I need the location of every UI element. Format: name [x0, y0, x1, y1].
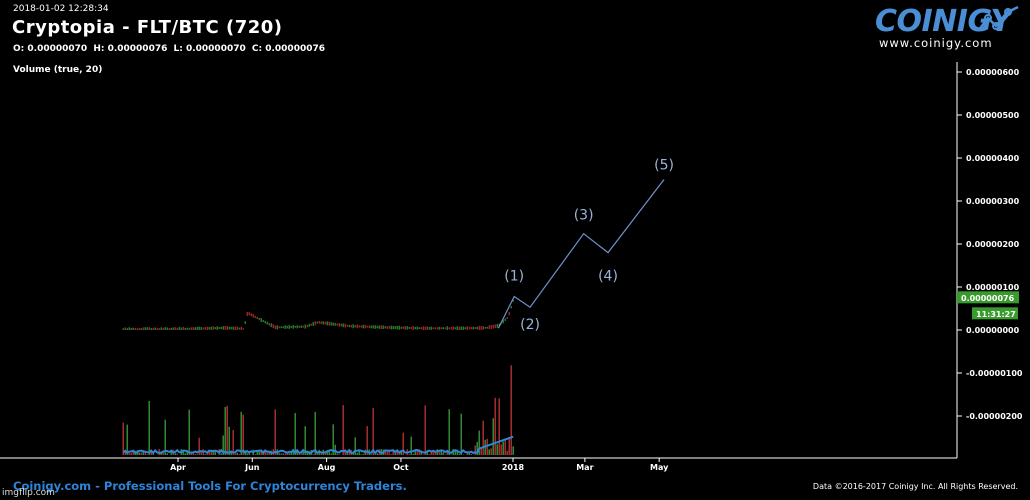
- volume-bars: [122, 365, 514, 455]
- current-price-background: [957, 291, 1019, 304]
- current-price-label: 0.00000076: [961, 294, 1015, 303]
- coinigy-logo: COINIGY www.coinigy.com: [872, 2, 1022, 50]
- ohlc-close: C: 0.00000076: [251, 44, 326, 54]
- footer-tagline[interactable]: Coinigy.com - Professional Tools For Cry…: [13, 479, 407, 493]
- volume-indicator-label: Volume (true, 20): [13, 65, 103, 75]
- price-tick-label: 0.00000000: [966, 326, 1020, 335]
- time-tick-label: Apr: [170, 463, 186, 472]
- time-tick-label: Mar: [576, 463, 593, 472]
- volume-moving-average: [122, 435, 514, 455]
- current-price-badge: 0.00000076 11:31:27: [957, 291, 1019, 320]
- price-tick-label: 0.00000500: [966, 111, 1020, 120]
- chart-timestamp: 2018-01-02 12:28:34: [13, 4, 109, 14]
- price-tick-label: -0.00000200: [966, 412, 1023, 421]
- countdown-label: 11:31:27: [976, 310, 1016, 319]
- elliott-wave-label: (4): [598, 269, 618, 285]
- imgflip-watermark: imgflip.com: [2, 488, 55, 498]
- ohlc-readout: O: 0.00000070 H: 0.00000076 L: 0.0000007…: [13, 44, 328, 54]
- price-tick-label: 0.00000200: [966, 240, 1020, 249]
- time-tick-label: May: [650, 463, 669, 472]
- time-tick-label: Jun: [244, 463, 260, 472]
- logo-url: www.coinigy.com: [879, 36, 993, 50]
- elliott-wave-labels: (1) (2) (3) (4) (5): [504, 158, 674, 334]
- elliott-wave-label: (1): [504, 268, 524, 284]
- countdown-background: [972, 307, 1018, 320]
- price-axis: 0.00000600 0.00000500 0.00000400 0.00000300…: [956, 62, 1023, 458]
- footer-copyright: Data ©2016-2017 Coinigy Inc. All Rights …: [812, 482, 1018, 491]
- price-candles: [122, 299, 514, 330]
- price-tick-label: 0.00000600: [966, 68, 1020, 77]
- time-tick-label: 2018: [502, 463, 525, 472]
- ohlc-high: H: 0.00000076: [93, 44, 168, 54]
- price-tick-label: 0.00000100: [966, 283, 1020, 292]
- logo-graph-icon: [977, 6, 1019, 32]
- time-tick-label: Aug: [318, 463, 336, 472]
- ohlc-open: O: 0.00000070: [13, 44, 88, 54]
- chart-title: Cryptopia - FLT/BTC (720): [12, 17, 283, 38]
- time-axis: Apr Jun Aug Oct 2018 Mar May: [0, 457, 957, 472]
- time-tick-label: Oct: [393, 463, 409, 472]
- price-tick-label: 0.00000400: [966, 154, 1020, 163]
- price-tick-label: 0.00000300: [966, 197, 1020, 206]
- elliott-wave-label: (5): [654, 158, 674, 174]
- elliott-wave-line: [497, 179, 665, 329]
- elliott-wave-label: (2): [520, 317, 540, 333]
- ohlc-low: L: 0.00000070: [173, 44, 246, 54]
- price-tick-label: -0.00000100: [966, 369, 1023, 378]
- elliott-wave-label: (3): [574, 208, 594, 224]
